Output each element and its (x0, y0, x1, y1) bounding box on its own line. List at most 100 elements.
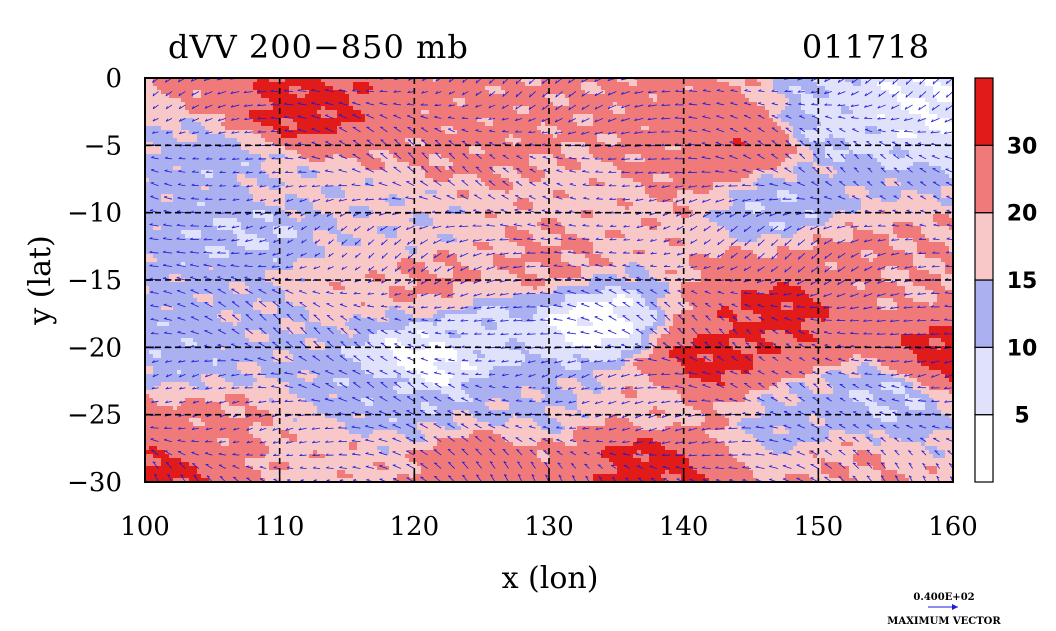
field-cell (933, 90, 953, 95)
field-cell (513, 202, 534, 207)
field-cell (265, 270, 370, 275)
wind-vector (555, 157, 563, 160)
field-cell (525, 82, 542, 87)
wind-vector (931, 155, 940, 160)
wind-vector (367, 329, 375, 335)
field-cell (181, 338, 194, 343)
wind-vector-head (203, 276, 207, 278)
wind-vector (893, 154, 900, 160)
wind-vector (635, 185, 644, 188)
wind-vector (636, 301, 644, 308)
wind-vector-head (931, 278, 935, 281)
wind-vector (608, 264, 617, 267)
field-cell (777, 190, 790, 195)
wind-vector (771, 127, 779, 133)
wind-vector (368, 279, 375, 284)
wind-vector (406, 115, 415, 119)
field-cell (145, 130, 174, 135)
wind-vector-head (162, 250, 166, 253)
field-cell (941, 258, 953, 263)
field-cell (921, 230, 953, 235)
wind-vector (864, 91, 873, 97)
field-cell (909, 274, 942, 279)
wind-vector-head (541, 209, 545, 211)
wind-vector-head (165, 131, 169, 134)
wind-vector (556, 183, 563, 187)
wind-vector (607, 118, 617, 123)
field-cell (649, 274, 702, 279)
field-cell (641, 182, 714, 187)
field-cell (145, 474, 202, 479)
wind-vector (163, 304, 173, 308)
field-cell (537, 442, 566, 447)
wind-vector-head (661, 157, 665, 160)
wind-vector-head (501, 373, 505, 377)
field-cell (161, 198, 174, 203)
wind-vector (419, 196, 428, 200)
wind-vector (797, 266, 806, 273)
field-cell (181, 166, 262, 171)
field-cell (477, 310, 510, 315)
field-cell (917, 242, 946, 247)
field-cell (817, 214, 834, 219)
wind-vector (703, 90, 711, 92)
wind-vector-head (541, 119, 544, 122)
field-cell (297, 218, 302, 223)
field-cell (145, 170, 202, 175)
wind-vector (675, 185, 684, 189)
field-cell (309, 310, 386, 315)
wind-vector (688, 157, 698, 160)
field-cell (465, 306, 482, 311)
wind-vector-head (636, 251, 640, 254)
wind-vector-head (770, 280, 773, 284)
field-cell (849, 394, 874, 399)
field-cell (881, 474, 906, 479)
wind-vector-head (554, 131, 558, 135)
field-cell (881, 454, 934, 459)
wind-vector-head (621, 91, 624, 95)
wind-vector-head (567, 317, 571, 319)
wind-vector (799, 357, 806, 362)
wind-vector (824, 252, 833, 260)
wind-vector (353, 316, 361, 321)
wind-vector-head (594, 157, 598, 160)
field-cell (549, 454, 602, 459)
field-cell (385, 342, 402, 347)
wind-vector (542, 156, 550, 160)
field-cell (269, 242, 318, 247)
field-cell (781, 378, 826, 383)
field-cell (221, 346, 226, 351)
wind-vector-head (459, 239, 462, 243)
wind-vector-head (257, 385, 261, 388)
wind-vector (489, 154, 496, 160)
field-cell (629, 262, 638, 267)
wind-vector (230, 359, 240, 362)
wind-vector (568, 157, 576, 160)
wind-vector-head (365, 198, 368, 201)
field-cell (625, 266, 646, 271)
field-cell (861, 254, 878, 259)
wind-vector-head (554, 237, 558, 240)
wind-vector-head (421, 268, 424, 272)
wind-vector (434, 116, 442, 119)
field-cell (517, 198, 530, 203)
field-cell (913, 262, 946, 267)
field-cell (649, 354, 670, 359)
wind-vector-head (555, 80, 557, 84)
field-cell (921, 442, 926, 447)
wind-vector-head (204, 197, 208, 200)
field-cell (681, 310, 718, 315)
field-cell (789, 154, 814, 159)
field-cell (933, 94, 953, 99)
wind-vector (716, 102, 725, 106)
wind-vector (433, 180, 442, 187)
wind-vector (785, 153, 792, 160)
field-cell (793, 126, 818, 131)
wind-vector (715, 156, 725, 160)
wind-vector (770, 293, 778, 296)
wind-vector-head (730, 89, 734, 91)
field-cell (853, 110, 910, 115)
field-cell (541, 398, 578, 403)
field-cell (161, 350, 274, 355)
wind-vector-head (650, 239, 653, 242)
